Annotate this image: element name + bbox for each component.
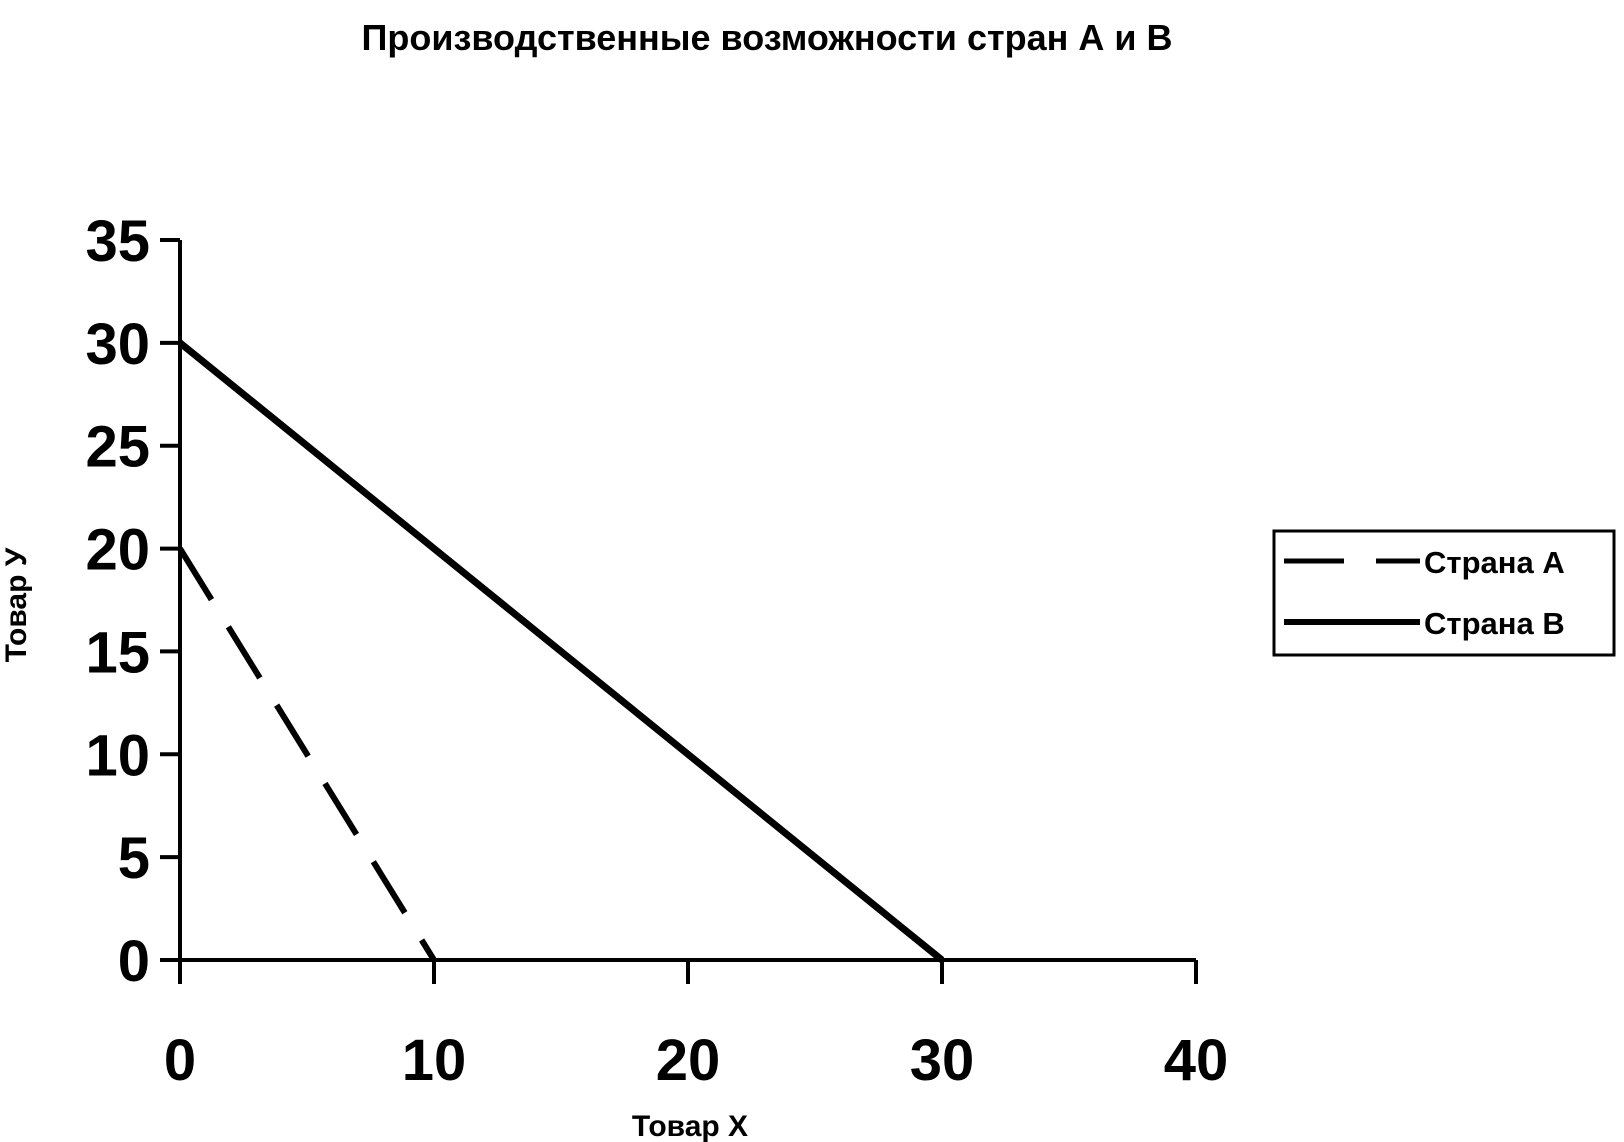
series-layer [177, 340, 945, 963]
y-tick-label: 30 [85, 312, 150, 377]
series-line-strana-a [177, 546, 437, 962]
x-tick-label: 20 [656, 1028, 721, 1093]
x-ticks: 0 10 20 30 40 [164, 960, 1228, 1093]
legend-label-strana-v: Страна В [1424, 606, 1565, 641]
y-tick-label: 0 [118, 929, 150, 994]
chart-title: Производственные возможности стран А и В [362, 17, 1173, 58]
x-tick-label: 0 [164, 1028, 196, 1093]
y-tick-label: 35 [85, 209, 150, 274]
x-tick-label: 30 [910, 1028, 975, 1093]
y-tick-label: 15 [85, 620, 150, 685]
y-axis-label: Товар У [0, 547, 33, 662]
series-line-strana-v [177, 340, 945, 963]
axes [178, 240, 1196, 962]
y-tick-label: 5 [118, 826, 150, 891]
y-tick-label: 20 [85, 518, 150, 583]
y-tick-label: 10 [85, 723, 150, 788]
y-tick-label: 25 [85, 415, 150, 480]
x-tick-label: 10 [402, 1028, 467, 1093]
y-ticks: 0 5 10 15 20 25 30 35 [85, 209, 180, 994]
legend-label-strana-a: Страна А [1424, 545, 1565, 580]
x-tick-label: 40 [1164, 1028, 1229, 1093]
legend-box [1272, 529, 1616, 657]
x-axis-label: Товар X [632, 1110, 748, 1142]
legend: Страна А Страна В [1272, 529, 1616, 657]
